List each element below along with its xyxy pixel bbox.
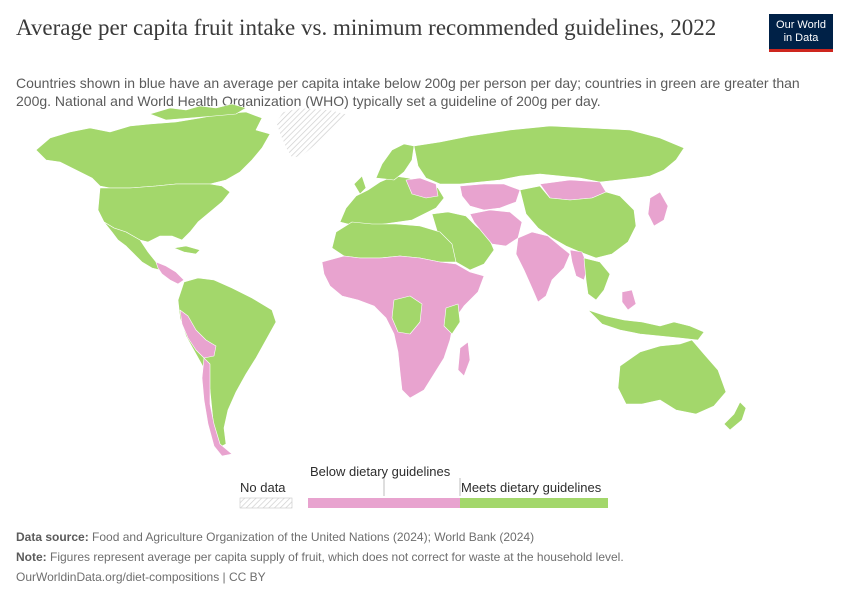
- legend-below-swatch: [308, 498, 460, 508]
- note-line: Note: Figures represent average per capi…: [16, 550, 624, 564]
- logo-line-2: in Data: [783, 32, 819, 44]
- data-source-line: Data source: Food and Agriculture Organi…: [16, 530, 534, 544]
- scandinavia-region[interactable]: [375, 143, 415, 181]
- ukraine-region[interactable]: [405, 177, 439, 199]
- china-region[interactable]: [519, 185, 637, 259]
- east-africa-region[interactable]: [443, 303, 461, 335]
- legend-no-data-swatch: [239, 497, 293, 509]
- legend-no-data-label: No data: [240, 480, 286, 495]
- uk-region[interactable]: [353, 175, 367, 195]
- kazakhstan-region[interactable]: [459, 183, 521, 211]
- indonesia-region[interactable]: [587, 309, 705, 341]
- arctic-islands-region[interactable]: [149, 103, 247, 121]
- data-source-text: Food and Agriculture Organization of the…: [92, 530, 535, 544]
- peru-bolivia-region[interactable]: [179, 309, 217, 359]
- world-map: [35, 103, 747, 457]
- japan-region[interactable]: [647, 191, 669, 227]
- russia-region[interactable]: [413, 125, 685, 185]
- legend-meets-swatch: [460, 498, 608, 508]
- mexico-region[interactable]: [103, 221, 161, 271]
- caribbean-region[interactable]: [173, 245, 201, 255]
- greenland-region[interactable]: [275, 107, 347, 159]
- chart-subtitle: Countries shown in blue have an average …: [16, 75, 800, 109]
- myanmar-region[interactable]: [569, 249, 589, 281]
- south-america-region[interactable]: [177, 277, 277, 449]
- note-label: Note:: [16, 550, 47, 564]
- source-url[interactable]: OurWorldinData.org/diet-compositions | C…: [16, 570, 266, 584]
- philippines-region[interactable]: [621, 289, 637, 311]
- note-text: Figures represent average per capita sup…: [50, 550, 624, 564]
- legend-meets-label: Meets dietary guidelines: [461, 480, 602, 495]
- india-region[interactable]: [515, 231, 571, 303]
- central-america-region[interactable]: [155, 261, 185, 285]
- southeast-asia-region[interactable]: [583, 257, 611, 301]
- logo-line-1: Our World: [776, 19, 826, 31]
- madagascar-region[interactable]: [457, 341, 471, 377]
- legend-bar: [239, 478, 608, 509]
- iran-pakistan-region[interactable]: [469, 209, 523, 247]
- owid-logo[interactable]: Our World in Data: [769, 14, 833, 52]
- australia-region[interactable]: [617, 339, 727, 415]
- new-zealand-region[interactable]: [723, 401, 747, 431]
- data-source-label: Data source:: [16, 530, 89, 544]
- chile-region[interactable]: [201, 357, 233, 457]
- central-africa-region[interactable]: [391, 295, 423, 335]
- canada-region[interactable]: [35, 111, 271, 189]
- chart-title: Average per capita fruit intake vs. mini…: [16, 15, 717, 40]
- legend-below-label: Below dietary guidelines: [310, 464, 451, 479]
